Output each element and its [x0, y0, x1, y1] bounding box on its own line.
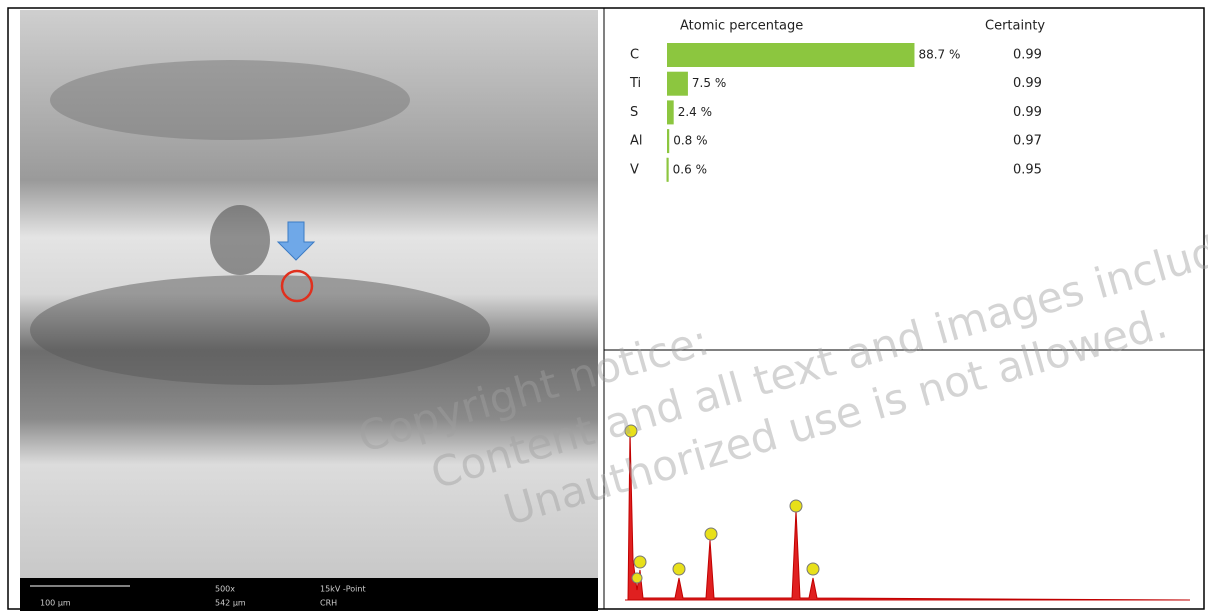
percent-label: 88.7 % — [918, 48, 960, 62]
element: Al — [630, 134, 643, 149]
mode: 15kV -Point — [320, 585, 366, 594]
element: V — [630, 162, 639, 177]
percent-label: 2.4 % — [678, 105, 712, 119]
bar — [667, 129, 669, 153]
bar — [667, 72, 688, 96]
percent-label: 7.5 % — [692, 76, 726, 90]
percent-label: 0.8 % — [673, 134, 707, 148]
operator: CRH — [320, 599, 337, 608]
certainty: 0.99 — [1013, 48, 1042, 63]
certainty: 0.95 — [1013, 162, 1042, 177]
bar — [667, 43, 914, 67]
bar — [667, 100, 674, 124]
magnification: 500x — [215, 585, 235, 594]
certainty: 0.99 — [1013, 105, 1042, 120]
scale-bar: 100 µm — [40, 599, 71, 608]
composition-table: Atomic percentage Certainty C 88.7 % 0.99 T… — [629, 19, 1045, 182]
header: Atomic percentage — [680, 19, 803, 34]
percent-label: 0.6 % — [673, 162, 707, 176]
field-width: 542 µm — [215, 599, 246, 608]
figure: 100 µm 500x 542 µm 15kV -Point CRH Atomi… — [0, 0, 1208, 611]
header: Certainty — [985, 19, 1045, 34]
element: C — [630, 48, 639, 63]
element: S — [630, 105, 638, 120]
certainty: 0.99 — [1013, 76, 1042, 91]
certainty: 0.97 — [1013, 134, 1042, 149]
element: Ti — [629, 76, 641, 91]
